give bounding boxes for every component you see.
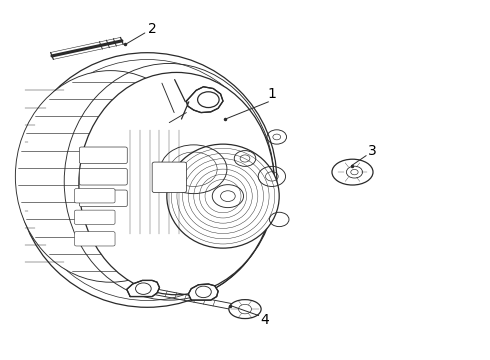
FancyBboxPatch shape bbox=[74, 210, 115, 225]
Text: 2: 2 bbox=[148, 22, 156, 36]
Polygon shape bbox=[188, 284, 218, 300]
Text: 4: 4 bbox=[260, 313, 269, 327]
Polygon shape bbox=[127, 280, 159, 297]
FancyBboxPatch shape bbox=[79, 168, 127, 185]
Text: 1: 1 bbox=[268, 87, 276, 101]
Ellipse shape bbox=[15, 71, 206, 282]
FancyBboxPatch shape bbox=[74, 231, 115, 246]
FancyBboxPatch shape bbox=[79, 190, 127, 207]
Text: 3: 3 bbox=[368, 144, 376, 158]
Ellipse shape bbox=[167, 144, 279, 248]
FancyBboxPatch shape bbox=[152, 162, 186, 193]
FancyBboxPatch shape bbox=[74, 189, 115, 203]
Ellipse shape bbox=[18, 53, 277, 307]
Ellipse shape bbox=[79, 72, 274, 295]
Polygon shape bbox=[186, 87, 223, 113]
Ellipse shape bbox=[229, 300, 261, 319]
FancyBboxPatch shape bbox=[79, 147, 127, 163]
Ellipse shape bbox=[332, 159, 373, 185]
